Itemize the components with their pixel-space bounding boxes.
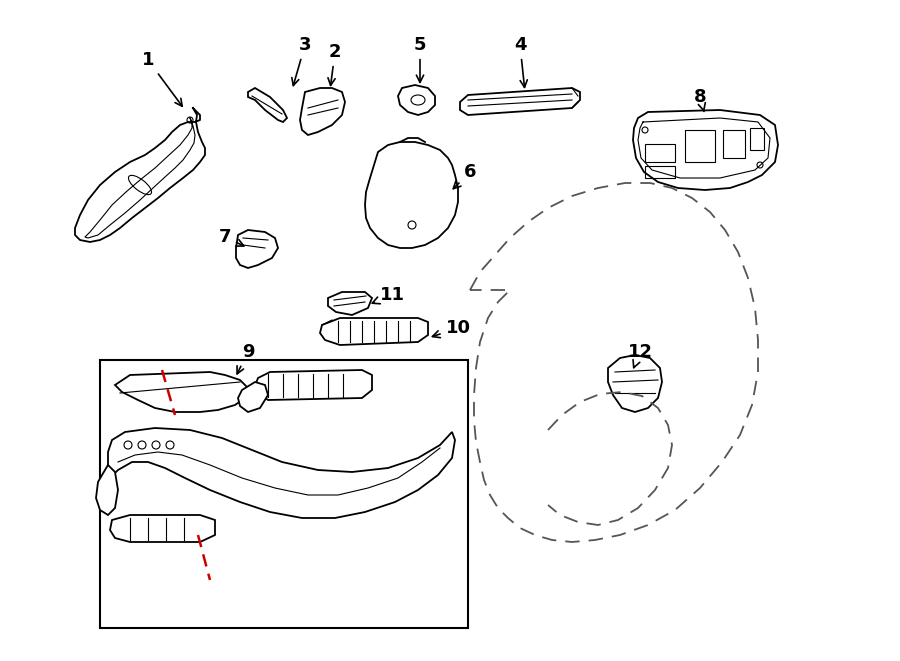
Polygon shape [633, 110, 778, 190]
Text: 7: 7 [219, 228, 244, 246]
Bar [685, 130, 715, 162]
Polygon shape [320, 318, 428, 345]
Polygon shape [398, 85, 435, 115]
Text: 6: 6 [454, 163, 476, 189]
Polygon shape [608, 355, 662, 412]
Text: 9: 9 [237, 343, 254, 374]
Polygon shape [236, 230, 278, 268]
Bar [750, 128, 764, 150]
Polygon shape [96, 465, 118, 515]
Polygon shape [110, 515, 215, 542]
Text: 10: 10 [432, 319, 471, 338]
Text: 1: 1 [142, 51, 182, 106]
Polygon shape [115, 372, 248, 412]
Bar [645, 144, 675, 162]
Bar [645, 166, 675, 178]
Polygon shape [248, 88, 287, 122]
Polygon shape [238, 382, 268, 412]
Polygon shape [108, 428, 455, 518]
Text: 12: 12 [627, 343, 652, 368]
Text: 2: 2 [328, 43, 341, 85]
Bar [723, 130, 745, 158]
Text: 3: 3 [292, 36, 311, 85]
Polygon shape [255, 370, 372, 400]
Text: 5: 5 [414, 36, 427, 83]
Polygon shape [460, 88, 580, 115]
Text: 4: 4 [514, 36, 527, 87]
Polygon shape [300, 88, 345, 135]
Polygon shape [328, 292, 372, 315]
Polygon shape [365, 142, 458, 248]
Text: 11: 11 [373, 286, 404, 304]
Text: 8: 8 [694, 88, 706, 112]
Bar [100, 360, 468, 628]
